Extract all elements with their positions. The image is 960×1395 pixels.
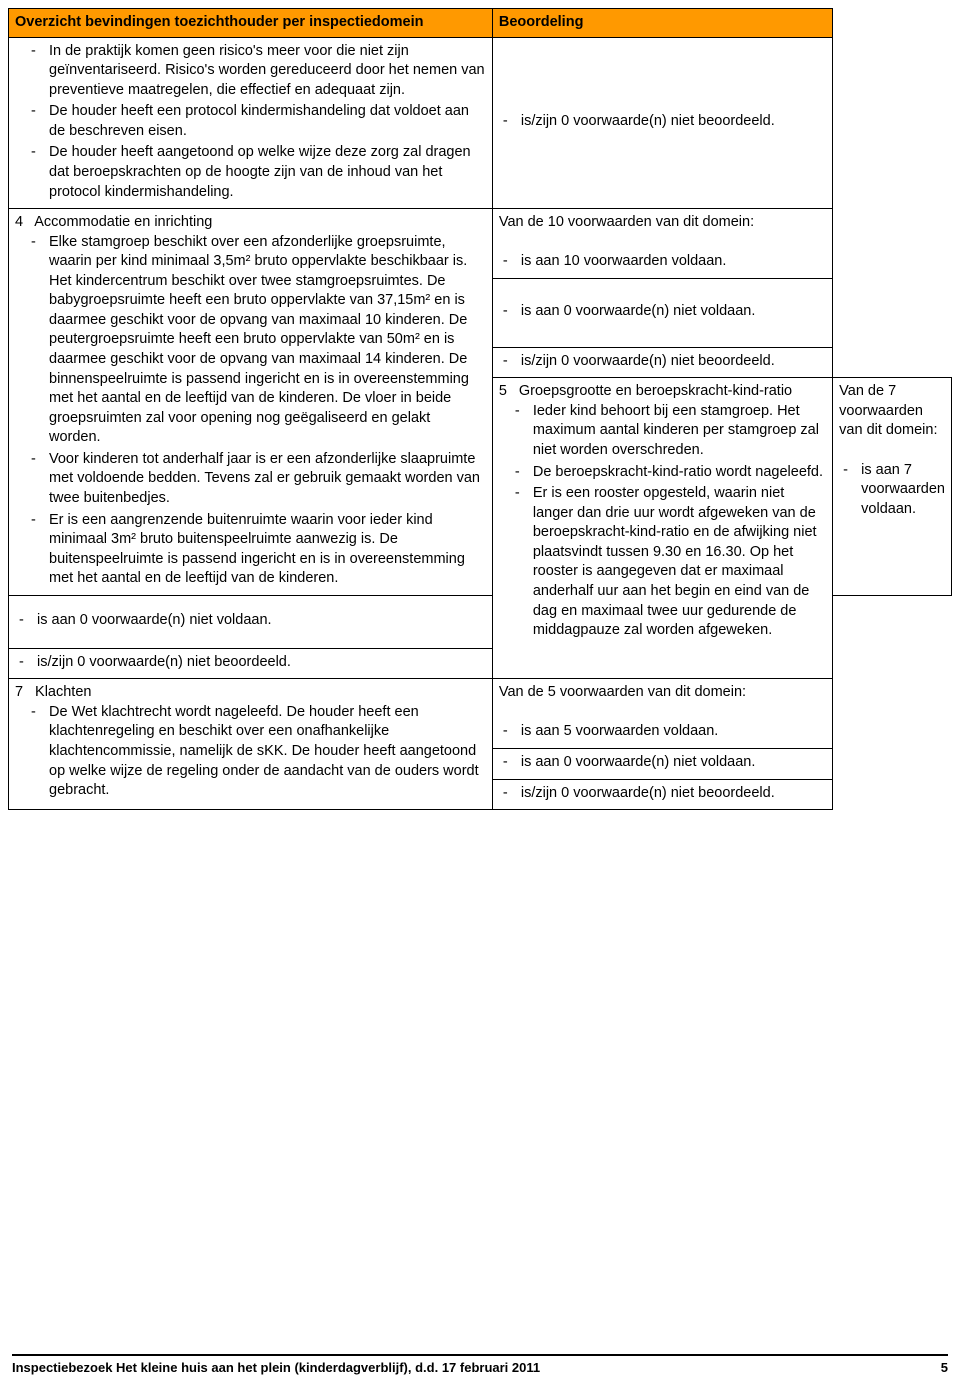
page-number: 5 — [941, 1360, 948, 1375]
list-item: Er is een rooster opgesteld, waarin niet… — [533, 484, 826, 641]
assessment-list: is/zijn 0 voorwaarde(n) niet beoordeeld. — [499, 784, 826, 804]
findings-cell: 4 Accommodatie en inrichting Elke stamgr… — [9, 209, 493, 596]
assessment-list: is aan 10 voorwaarden voldaan. — [499, 252, 826, 272]
assessment-list: is/zijn 0 voorwaarde(n) niet beoordeeld. — [15, 653, 486, 673]
assessment-cell: is/zijn 0 voorwaarde(n) niet beoordeeld. — [492, 37, 832, 209]
findings-list: In de praktijk komen geen risico's meer … — [15, 42, 486, 203]
assessment-cell: is aan 0 voorwaarde(n) niet voldaan. — [9, 595, 493, 648]
assessment-cell: Van de 7 voorwaarden van dit domein: is … — [833, 378, 952, 595]
list-item: De beroepskracht-kind-ratio wordt nagele… — [533, 463, 826, 483]
list-item: is/zijn 0 voorwaarde(n) niet beoordeeld. — [37, 653, 486, 673]
list-item: is aan 5 voorwaarden voldaan. — [521, 722, 826, 742]
list-item: Er is een aangrenzende buitenruimte waar… — [49, 511, 486, 589]
list-item: is/zijn 0 voorwaarde(n) niet beoordeeld. — [521, 784, 826, 804]
table-row: In de praktijk komen geen risico's meer … — [9, 37, 952, 209]
table-header-row: Overzicht bevindingen toezichthouder per… — [9, 9, 952, 38]
inspection-table: Overzicht bevindingen toezichthouder per… — [8, 8, 952, 810]
findings-cell: 5 Groepsgrootte en beroepskracht-kind-ra… — [492, 378, 832, 679]
findings-list: Ieder kind behoort bij een stamgroep. He… — [499, 402, 826, 641]
list-item: is aan 0 voorwaarde(n) niet voldaan. — [521, 753, 826, 773]
page-footer: Inspectiebezoek Het kleine huis aan het … — [12, 1354, 948, 1375]
findings-list: De Wet klachtrecht wordt nageleefd. De h… — [15, 703, 486, 801]
findings-cell: 7 Klachten De Wet klachtrecht wordt nage… — [9, 679, 493, 810]
assessment-cell: is aan 0 voorwaarde(n) niet voldaan. — [492, 749, 832, 780]
section-title: Accommodatie en inrichting — [34, 214, 212, 230]
assessment-list: is aan 7 voorwaarden voldaan. — [839, 461, 945, 520]
assessment-cell: is aan 0 voorwaarde(n) niet voldaan. — [492, 278, 832, 347]
assessment-list: is aan 5 voorwaarden voldaan. — [499, 722, 826, 742]
list-item: is/zijn 0 voorwaarde(n) niet beoordeeld. — [521, 112, 826, 132]
header-left: Overzicht bevindingen toezichthouder per… — [9, 9, 493, 38]
header-right: Beoordeling — [492, 9, 832, 38]
findings-list: Elke stamgroep beschikt over een afzonde… — [15, 233, 486, 589]
assessment-cell: Van de 10 voorwaarden van dit domein: is… — [492, 209, 832, 279]
assessment-intro: Van de 10 voorwaarden van dit domein: — [499, 214, 754, 230]
assessment-cell: Van de 5 voorwaarden van dit domein: is … — [492, 679, 832, 749]
list-item: is/zijn 0 voorwaarde(n) niet beoordeeld. — [521, 352, 826, 372]
section-title: Klachten — [35, 684, 91, 700]
list-item: De houder heeft een protocol kindermisha… — [49, 102, 486, 141]
table-row: 7 Klachten De Wet klachtrecht wordt nage… — [9, 679, 952, 749]
assessment-intro: Van de 7 voorwaarden van dit domein: — [839, 383, 937, 438]
list-item: Ieder kind behoort bij een stamgroep. He… — [533, 402, 826, 461]
section-number: 4 — [15, 213, 31, 233]
list-item: is aan 10 voorwaarden voldaan. — [521, 252, 826, 272]
list-item: is aan 7 voorwaarden voldaan. — [861, 461, 945, 520]
list-item: is aan 0 voorwaarde(n) niet voldaan. — [521, 302, 826, 322]
list-item: De houder heeft aangetoond op welke wijz… — [49, 143, 486, 202]
page-document: Overzicht bevindingen toezichthouder per… — [0, 0, 960, 1395]
section-number: 5 — [499, 382, 515, 402]
findings-cell: In de praktijk komen geen risico's meer … — [9, 37, 493, 209]
assessment-list: is/zijn 0 voorwaarde(n) niet beoordeeld. — [499, 112, 826, 132]
section-number: 7 — [15, 683, 31, 703]
list-item: Elke stamgroep beschikt over een afzonde… — [49, 233, 486, 448]
section-title: Groepsgrootte en beroepskracht-kind-rati… — [519, 383, 792, 399]
assessment-cell: is/zijn 0 voorwaarde(n) niet beoordeeld. — [492, 347, 832, 378]
list-item: De Wet klachtrecht wordt nageleefd. De h… — [49, 703, 486, 801]
list-item: Voor kinderen tot anderhalf jaar is er e… — [49, 450, 486, 509]
list-item: is aan 0 voorwaarde(n) niet voldaan. — [37, 611, 486, 631]
table-row: 4 Accommodatie en inrichting Elke stamgr… — [9, 209, 952, 279]
assessment-list: is/zijn 0 voorwaarde(n) niet beoordeeld. — [499, 352, 826, 372]
list-item: In de praktijk komen geen risico's meer … — [49, 42, 486, 101]
assessment-list: is aan 0 voorwaarde(n) niet voldaan. — [499, 302, 826, 322]
assessment-list: is aan 0 voorwaarde(n) niet voldaan. — [15, 611, 486, 631]
assessment-cell: is/zijn 0 voorwaarde(n) niet beoordeeld. — [492, 779, 832, 810]
assessment-cell: is/zijn 0 voorwaarde(n) niet beoordeeld. — [9, 648, 493, 679]
assessment-intro: Van de 5 voorwaarden van dit domein: — [499, 684, 746, 700]
assessment-list: is aan 0 voorwaarde(n) niet voldaan. — [499, 753, 826, 773]
footer-text: Inspectiebezoek Het kleine huis aan het … — [12, 1360, 540, 1375]
